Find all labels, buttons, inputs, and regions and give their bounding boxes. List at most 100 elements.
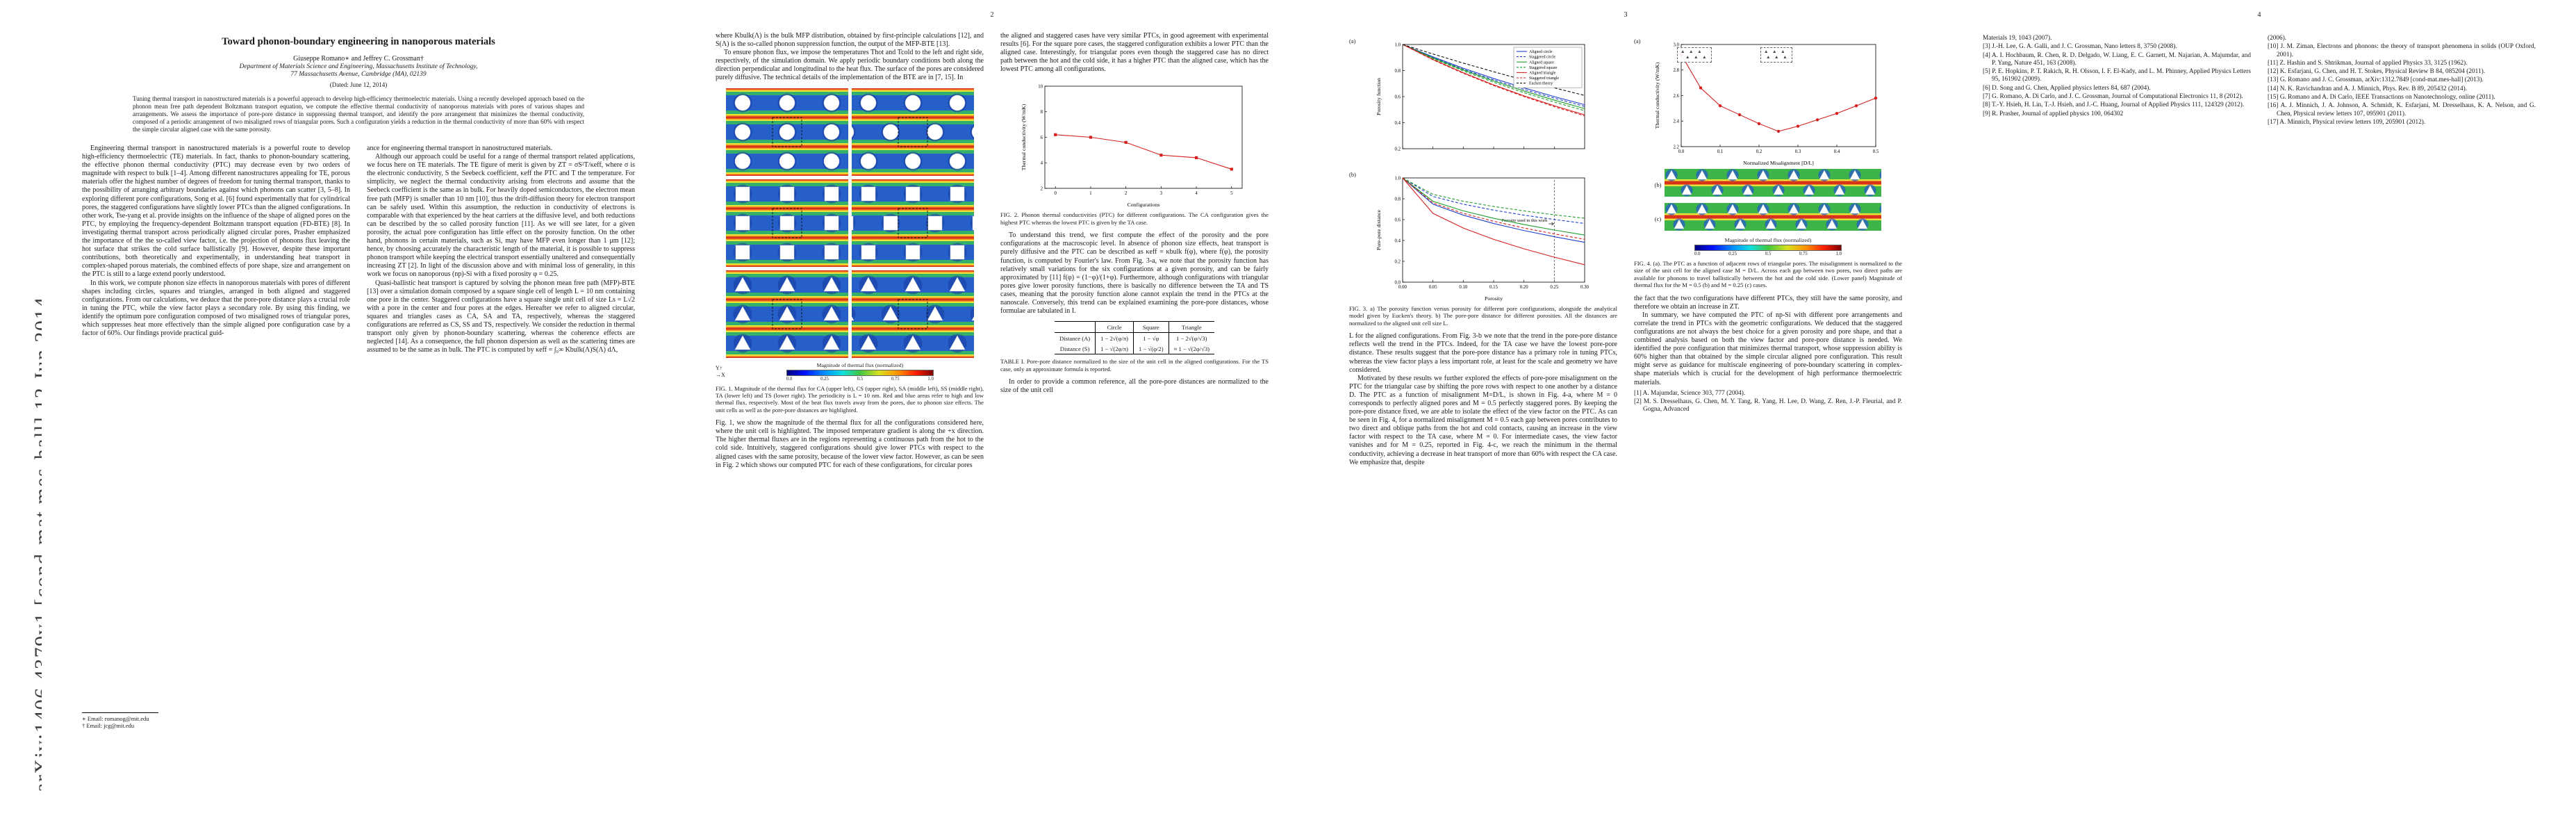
triangle-row-icon: ▲ ▲ ▲ [1764, 49, 1787, 54]
svg-text:Aligned square: Aligned square [1529, 60, 1554, 65]
colorbar-gradient [786, 369, 934, 376]
paragraph: ance for engineering thermal transport i… [367, 145, 553, 152]
svg-text:2.2: 2.2 [1674, 145, 1680, 149]
svg-text:0.4: 0.4 [1834, 149, 1840, 154]
page-4: 4 Materials 19, 1043 (2007). [3] J.-H. Le… [1942, 0, 2576, 834]
page2-right-column: the aligned and staggered cases have ver… [1000, 32, 1269, 470]
page-1: Toward phonon-boundary engineering in na… [42, 0, 675, 834]
svg-text:2.6: 2.6 [1674, 94, 1680, 99]
colorbar-tick: 1.0 [1835, 252, 1842, 256]
svg-text:1.0: 1.0 [1395, 42, 1401, 47]
authors-line: Giuseppe Romano∗ and Jeffrey C. Grossman… [293, 55, 424, 63]
colorbar-ticks: 0.0 0.25 0.5 0.75 1.0 [1694, 252, 1842, 256]
page3-left-column: (a) 0.2 0.4 0.6 0.8 1.0 Porosity function Alig… [1349, 32, 1617, 467]
triangle-row-icon: ▲ ▲ ▲ [1766, 55, 1789, 60]
fig3a-svg: 0.2 0.4 0.6 0.8 1.0 Porosity function Aligned … [1376, 42, 1585, 152]
colorbar-label: Magnitude of thermal flux (normalized) [816, 361, 904, 368]
table-1: Circle Square Triangle Distance (A) 1 − … [1000, 321, 1269, 373]
svg-text:0.1: 0.1 [1717, 149, 1724, 154]
figure-3-caption: FIG. 3. a) The porosity function versus … [1349, 305, 1617, 327]
flux-strip [1665, 169, 1902, 200]
reference-item: [6] D. Song and G. Chen, Applied physics… [1983, 84, 2151, 92]
fig3b-svg: 0.00 0.05 0.10 0.15 0.20 0.25 0.30 0.0 0.2 0.4 0.6… [1376, 176, 1590, 302]
svg-text:3.0: 3.0 [1674, 42, 1680, 47]
paragraph: Although our approach could be useful fo… [367, 153, 635, 279]
colorbar-tick: 0.5 [857, 376, 864, 382]
svg-text:Eucken theory: Eucken theory [1529, 82, 1553, 86]
dated-line: (Dated: June 12, 2014) [329, 81, 388, 88]
flux-panel-CS [851, 88, 974, 176]
footnote-email-1: ∗ Email: romanog@mit.edu [82, 714, 149, 722]
svg-text:0.2: 0.2 [1756, 149, 1762, 154]
affiliation-line-2: 77 Massachusetts Avenue, Cambridge (MA),… [290, 71, 427, 78]
svg-text:10: 10 [1038, 85, 1043, 90]
svg-text:0.2: 0.2 [1395, 147, 1401, 152]
abstract-text: Tuning thermal transport in nanostructur… [133, 95, 584, 133]
svg-text:0.3: 0.3 [1795, 149, 1801, 154]
svg-text:4: 4 [1195, 191, 1198, 196]
figure-3a-chart: (a) 0.2 0.4 0.6 0.8 1.0 Porosity function Alig… [1349, 38, 1617, 168]
svg-text:Pore-pore distance: Pore-pore distance [1376, 209, 1382, 250]
table-cell: 1 − 2√(φ/√3) [1168, 332, 1214, 344]
flux-panel-CA [725, 88, 848, 176]
table-cell: 1 − √(φ/2) [1133, 343, 1169, 354]
flux-panel-TS [851, 270, 974, 358]
table-header-cell: Circle [1095, 321, 1134, 333]
figure-4a-chart: (a) ▲ ▲ ▲ ▲ ▲ ▲ ▲ ▲ ▲ ▲ ▲ ▲ 0.0 0.1 0.2 0.3… [1634, 38, 1902, 166]
triangle-row-icon: ▲ ▲ ▲ [1685, 55, 1708, 60]
panel-b-label: (b) [1349, 171, 1356, 178]
paragraph: In this work, we compute phonon size eff… [82, 279, 350, 338]
triangle-row-icon: ▲ ▲ ▲ [1681, 49, 1703, 54]
figure-2-caption: FIG. 2. Phonon thermal conductivities (P… [1000, 211, 1269, 226]
page-number: 4 [2257, 11, 2261, 19]
svg-text:Porosity: Porosity [1485, 295, 1503, 302]
colorbar-gradient [1694, 245, 1842, 251]
flux-panel-svg-CA [725, 88, 848, 176]
reference-item: [11] Z. Hashin and S. Shtrikman, Journal… [2268, 59, 2468, 67]
svg-text:8: 8 [1041, 111, 1043, 115]
colorbar-tick: 0.75 [891, 376, 900, 382]
paragraph: Quasi-ballistic heat transport is captur… [367, 279, 635, 354]
reference-item: [12] K. Esfarjani, G. Chen, and H. T. St… [2268, 68, 2486, 76]
svg-text:6: 6 [1041, 136, 1043, 140]
svg-text:0.05: 0.05 [1429, 285, 1437, 290]
table-cell: 1 − 2√(φ/π) [1095, 332, 1134, 344]
figure-1-caption: FIG. 1. Magnitude of the thermal flux fo… [716, 384, 984, 414]
figure-1-panel-grid [716, 88, 984, 358]
svg-text:Thermal conductivity (W/mK): Thermal conductivity (W/mK) [1021, 104, 1027, 171]
table-header-cell: Square [1133, 321, 1169, 333]
svg-text:3: 3 [1160, 191, 1163, 196]
colorbar-tick: 0.5 [1765, 252, 1772, 256]
colorbar-ticks: 0.0 0.25 0.5 0.75 1.0 [786, 377, 934, 382]
reference-item: [10] J. M. Ziman, Electrons and phonons:… [2268, 43, 2536, 58]
table-header-cell: Triangle [1168, 321, 1214, 333]
svg-text:0.2: 0.2 [1395, 259, 1401, 264]
reference-item: (2006). [2268, 35, 2287, 42]
reference-item: [14] N. K. Ravichandran and A. J. Minnic… [2268, 85, 2468, 92]
colorbar-tick: 0.0 [786, 376, 793, 382]
paragraph: where Kbulk(Λ) is the bulk MFP distribut… [716, 32, 984, 49]
flux-strip [1665, 203, 1899, 234]
reference-item: [17] A. Minnich, Physical review letters… [2268, 118, 2426, 126]
svg-text:Normalized Misalignment [D/L]: Normalized Misalignment [D/L] [1743, 160, 1814, 166]
svg-text:0.4: 0.4 [1395, 238, 1401, 243]
svg-text:0.00: 0.00 [1398, 285, 1407, 290]
svg-text:4: 4 [1041, 161, 1043, 166]
svg-text:Configurations: Configurations [1128, 202, 1160, 208]
figure-4-caption: FIG. 4. (a). The PTC as a function of ad… [1634, 260, 1902, 289]
svg-text:0.8: 0.8 [1395, 69, 1401, 74]
reference-item: [3] J.-H. Lee, G. A. Galli, and J. C. Gr… [1983, 43, 2177, 51]
paragraph: the aligned and staggered cases have ver… [1000, 32, 1269, 74]
strip-label: (c) [1654, 215, 1662, 222]
svg-text:Porosity used in this work: Porosity used in this work [1502, 218, 1549, 223]
svg-text:Porosity function: Porosity function [1376, 78, 1382, 115]
table-cell: 1 − √φ [1133, 332, 1169, 344]
reference-item: [9] R. Prasher, Journal of applied physi… [1983, 110, 2124, 117]
table-cell: Distance (A) [1059, 334, 1091, 342]
paragraph: L for the aligned configurations. From F… [1349, 332, 1617, 374]
figure-4-colorbar: Magnitude of thermal flux (normalized) 0… [1694, 237, 1842, 256]
page4-left-column: Materials 19, 1043 (2007). [3] J.-H. Lee,… [1983, 35, 2251, 127]
title-block: Toward phonon-boundary engineering in na… [82, 36, 635, 133]
reference-item: [16] A. J. Minnich, J. A. Johnson, A. Sc… [2268, 102, 2536, 117]
figure-4-strips: (b) (c) [1634, 169, 1902, 234]
